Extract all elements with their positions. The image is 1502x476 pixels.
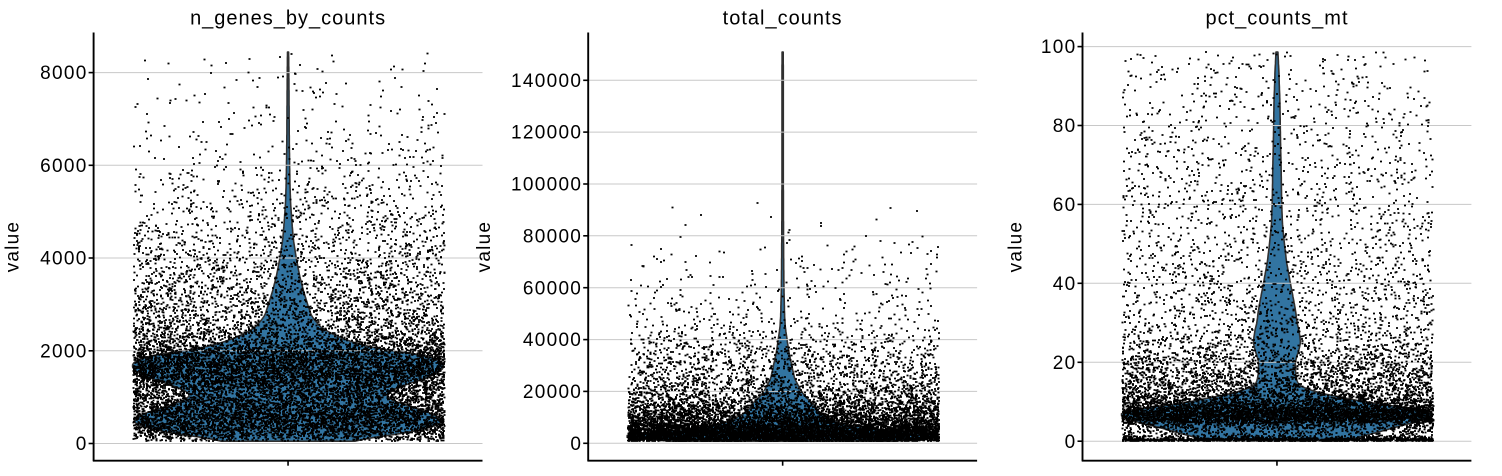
svg-text:40000: 40000	[523, 330, 582, 351]
svg-text:pct_counts_mt: pct_counts_mt	[1205, 7, 1348, 29]
svg-text:0: 0	[1065, 432, 1077, 453]
svg-text:value: value	[474, 221, 495, 272]
svg-text:20: 20	[1053, 353, 1077, 374]
svg-text:0: 0	[76, 434, 88, 455]
svg-text:8000: 8000	[40, 63, 87, 84]
svg-text:value: value	[2, 221, 23, 272]
svg-text:0: 0	[570, 434, 582, 455]
svg-text:60000: 60000	[523, 278, 582, 299]
svg-text:60: 60	[1053, 195, 1077, 216]
svg-text:value: value	[1006, 221, 1027, 272]
svg-text:80000: 80000	[523, 226, 582, 247]
svg-text:2000: 2000	[40, 341, 87, 362]
svg-text:80: 80	[1053, 116, 1077, 137]
svg-text:40: 40	[1053, 274, 1077, 295]
svg-text:6000: 6000	[40, 156, 87, 177]
svg-text:100000: 100000	[511, 175, 582, 196]
svg-text:100: 100	[1041, 37, 1077, 58]
svg-text:120000: 120000	[511, 123, 582, 144]
svg-text:4000: 4000	[40, 249, 87, 270]
svg-text:140000: 140000	[511, 71, 582, 92]
svg-text:n_genes_by_counts: n_genes_by_counts	[190, 7, 386, 29]
svg-text:total_counts: total_counts	[723, 7, 843, 29]
svg-text:20000: 20000	[523, 382, 582, 403]
